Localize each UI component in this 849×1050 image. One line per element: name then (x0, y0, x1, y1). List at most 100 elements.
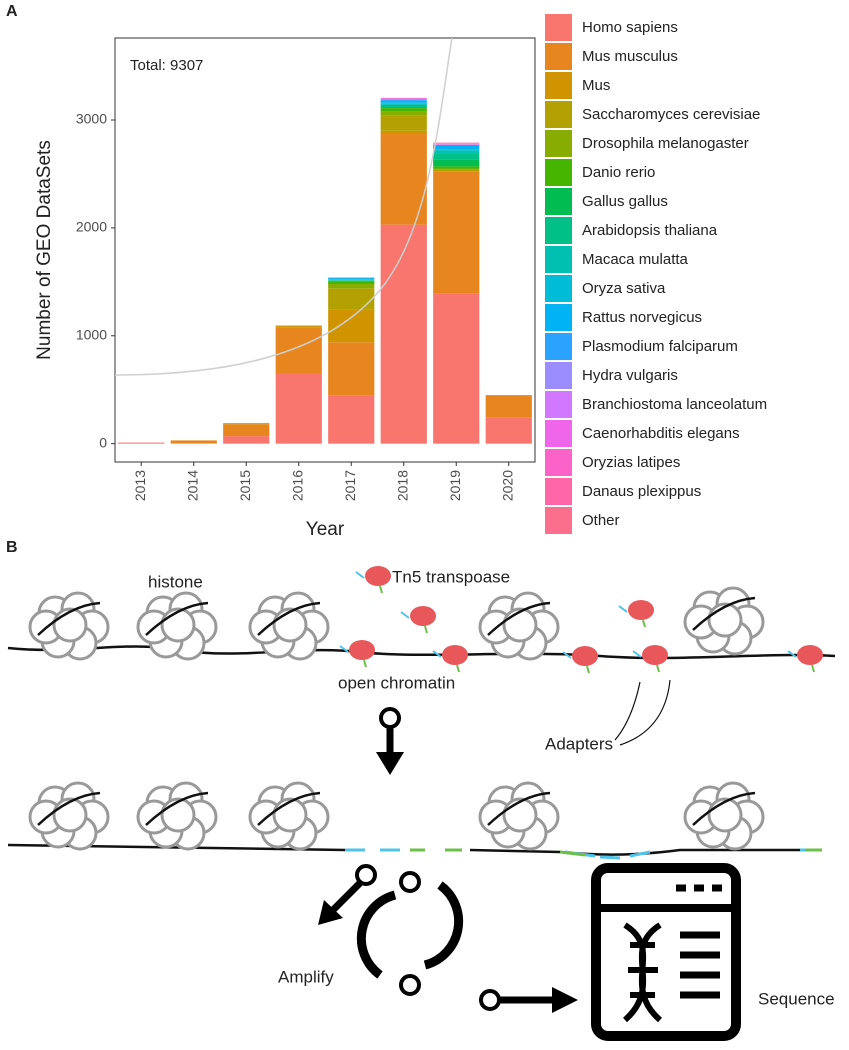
x-axis-title: Year (306, 519, 345, 540)
bar-segment (433, 153, 480, 160)
icon-part (676, 884, 722, 999)
bar-segment (328, 279, 375, 280)
annotation: Total: 9307 (130, 57, 203, 74)
legend-swatch (545, 420, 572, 447)
legend-label: Drosophila melanogaster (582, 135, 749, 152)
x-tick-label: 2014 (184, 470, 200, 501)
bar-segment (170, 443, 217, 444)
histone-sub (272, 607, 308, 643)
bar-segment (433, 168, 480, 170)
legend-label: Arabidopsis thaliana (582, 222, 718, 239)
legend-swatch (545, 72, 572, 99)
legend-label: Saccharomyces cerevisiae (582, 106, 760, 123)
tn5-adapter (424, 625, 428, 634)
tn5 (442, 645, 468, 665)
legend-swatch (545, 43, 572, 70)
bar-segment (433, 149, 480, 151)
dna-wrap (145, 791, 209, 826)
legend-swatch (545, 275, 572, 302)
bar-segment (275, 327, 322, 374)
tn5 (628, 600, 654, 620)
legend-swatch (545, 159, 572, 186)
dna-wrap (257, 601, 321, 636)
bar-segment (380, 100, 427, 103)
tn5-adapter (632, 650, 642, 658)
tn5-adapter (355, 571, 365, 579)
y-axis-title: Number of GEO DataSets (34, 140, 55, 360)
tn5-adapter (456, 664, 460, 673)
dna-wrap (145, 601, 209, 636)
bar-segment (328, 280, 375, 281)
legend-label: Other (582, 512, 620, 529)
bar-segment (433, 144, 480, 150)
bar-segment (275, 326, 322, 328)
bar-segment (380, 111, 427, 116)
cycle-node (399, 974, 421, 996)
label: Tn5 transpoase (392, 567, 510, 586)
cycle-icon (356, 881, 464, 979)
bar-segment (380, 224, 427, 444)
legend-swatch (545, 507, 572, 534)
bar-segment (485, 417, 532, 444)
panel-label: A (6, 3, 18, 20)
legend-swatch (545, 217, 572, 244)
cycle-node (399, 871, 421, 893)
y-tick-label: 2000 (76, 219, 107, 235)
dna-wrap (37, 791, 101, 826)
tn5-adapter (787, 650, 797, 658)
x-tick-label: 2020 (499, 470, 515, 501)
adapter (410, 848, 822, 857)
bar-segment (328, 278, 375, 280)
tn5 (642, 645, 668, 665)
legend-swatch (545, 188, 572, 215)
arrow (330, 880, 363, 913)
label: Amplify (278, 967, 334, 986)
legend-label: Branchiostoma lanceolatum (582, 396, 767, 413)
bar-segment (328, 280, 375, 282)
legend-swatch (545, 14, 572, 41)
bar-segment (328, 277, 375, 279)
label: histone (148, 572, 203, 591)
bar-segment (380, 108, 427, 112)
bar-segment (433, 166, 480, 169)
histone-sub (52, 797, 88, 833)
bar-segment (380, 100, 427, 101)
tn5-adapter (379, 585, 383, 594)
legend-label: Macaca mulatta (582, 251, 689, 268)
bar-segment (328, 283, 375, 289)
legend-label: Hydra vulgaris (582, 367, 678, 384)
tn5-adapter (642, 619, 646, 628)
arrowhead (318, 900, 343, 925)
bar-segment (380, 104, 427, 108)
legend-label: Caenorhabditis elegans (582, 425, 740, 442)
legend-label: Danio rerio (582, 164, 655, 181)
pointer (614, 679, 671, 746)
arrowhead (376, 752, 404, 775)
bar-segment (380, 98, 427, 99)
bar-segment (380, 103, 427, 105)
legend-label: Rattus norvegicus (582, 309, 702, 326)
bar-segment (223, 423, 270, 425)
arrow-start (479, 989, 501, 1011)
label: Adapters (545, 734, 613, 753)
histone-sub (502, 797, 538, 833)
y-tick-label: 0 (99, 434, 107, 450)
bar-segment (328, 309, 375, 343)
trend-curve (114, 37, 453, 376)
legend-swatch (545, 101, 572, 128)
tn5 (349, 640, 375, 660)
bar-segment (380, 98, 427, 100)
arrow-start (355, 864, 377, 886)
legend-label: Oryza sativa (582, 280, 666, 297)
histone-sub (52, 607, 88, 643)
dna-wrap (692, 791, 756, 826)
tn5-adapter (400, 611, 410, 619)
tn5-adapter (586, 665, 590, 674)
dna-wrap (257, 791, 321, 826)
tn5 (410, 606, 436, 626)
legend-label: Mus musculus (582, 48, 678, 65)
bar-segment (328, 281, 375, 284)
panel-label: B (6, 539, 18, 556)
tn5-adapter (432, 650, 442, 658)
